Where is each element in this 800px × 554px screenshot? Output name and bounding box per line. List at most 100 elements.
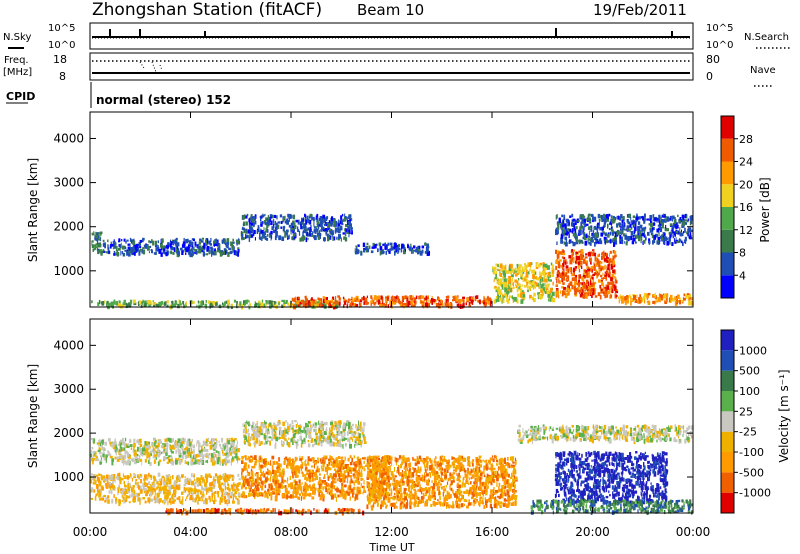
power-cell	[476, 295, 479, 299]
power-cell	[673, 219, 677, 224]
power-cell	[580, 239, 583, 243]
velocity-cell	[183, 451, 186, 455]
power-cell	[304, 216, 307, 221]
power-cell	[108, 250, 110, 254]
power-cell	[321, 225, 323, 229]
power-cell	[615, 231, 619, 236]
power-cell	[353, 302, 357, 307]
velocity-cell	[225, 442, 228, 447]
velocity-cell	[141, 453, 144, 457]
velocity-cell	[232, 500, 235, 504]
power-cell	[242, 215, 245, 220]
power-cell	[619, 240, 622, 244]
velocity-cell	[295, 443, 299, 447]
power-cell	[214, 248, 216, 252]
power-cell	[611, 259, 614, 264]
velocity-cell	[108, 490, 111, 494]
power-cell	[589, 280, 592, 285]
power-cell	[503, 278, 507, 282]
power-cell	[502, 299, 505, 304]
power-cell	[562, 263, 565, 268]
power-cell	[501, 284, 503, 288]
power-cell	[183, 241, 186, 247]
velocity-cell	[114, 438, 116, 442]
power-cell	[452, 299, 454, 302]
velocity-cell	[274, 431, 276, 435]
power-cell	[611, 226, 613, 229]
power-cell	[556, 279, 558, 283]
power-cell	[678, 220, 681, 223]
velocity-cell	[163, 490, 165, 495]
velocity-cell	[201, 495, 203, 499]
power-cell	[545, 263, 548, 268]
power-cell	[675, 230, 679, 234]
power-cell	[238, 238, 240, 242]
velocity-cell	[127, 459, 130, 464]
power-cell	[291, 298, 294, 302]
power-cell	[370, 250, 374, 254]
power-cell	[169, 239, 171, 242]
power-cell	[412, 304, 416, 308]
velocity-cell	[292, 428, 294, 434]
power-cell	[555, 249, 558, 254]
velocity-cell	[113, 494, 115, 498]
power-cell	[281, 236, 285, 241]
velocity-cell	[108, 483, 110, 487]
power-cell	[575, 274, 578, 279]
velocity-cell	[250, 436, 253, 440]
power-cell	[421, 303, 424, 306]
velocity-cell	[133, 476, 136, 479]
velocity-cell	[168, 498, 172, 504]
power-cell	[533, 278, 535, 282]
power-cell	[616, 215, 620, 220]
velocity-cell	[98, 479, 100, 484]
power-cell	[226, 244, 229, 249]
velocity-cell	[93, 477, 96, 482]
power-cell	[483, 303, 485, 306]
power-cell	[633, 295, 636, 300]
power-cell	[523, 263, 526, 266]
power-cell	[593, 226, 595, 230]
power-cell	[197, 244, 200, 250]
power-cell	[521, 266, 524, 272]
power-cell	[149, 240, 152, 244]
velocity-cell	[111, 475, 113, 481]
velocity-cell	[146, 455, 148, 459]
velocity-cell	[129, 444, 133, 447]
power-cell	[394, 298, 397, 302]
power-cell	[566, 218, 569, 223]
power-cell	[605, 253, 608, 257]
velocity-cell	[144, 482, 147, 486]
velocity-cell	[106, 480, 109, 486]
power-cell	[251, 229, 254, 233]
power-cell	[518, 284, 522, 290]
velocity-cell	[237, 448, 240, 453]
power-cell	[645, 236, 647, 241]
velocity-cell	[155, 456, 157, 460]
power-cell	[533, 271, 537, 275]
power-cell	[373, 295, 377, 300]
velocity-cell	[260, 432, 263, 436]
velocity-cell	[308, 429, 310, 435]
velocity-cell	[278, 420, 281, 424]
power-cell	[143, 304, 146, 308]
power-cell	[171, 246, 174, 251]
power-cell	[624, 301, 627, 306]
power-cell	[427, 250, 430, 256]
velocity-cell	[122, 441, 125, 446]
power-cell	[622, 216, 625, 220]
power-cell	[665, 224, 667, 229]
velocity-cell	[247, 428, 250, 433]
power-cell	[299, 301, 303, 305]
power-cell	[495, 297, 497, 303]
velocity-cell	[315, 440, 317, 445]
velocity-cell	[107, 499, 110, 504]
power-cell	[670, 215, 673, 219]
velocity-cell	[123, 475, 127, 480]
velocity-cell	[144, 451, 146, 456]
velocity-cell	[353, 435, 356, 438]
velocity-cell	[343, 437, 346, 442]
velocity-cell	[199, 490, 202, 495]
velocity-cell	[220, 482, 224, 485]
